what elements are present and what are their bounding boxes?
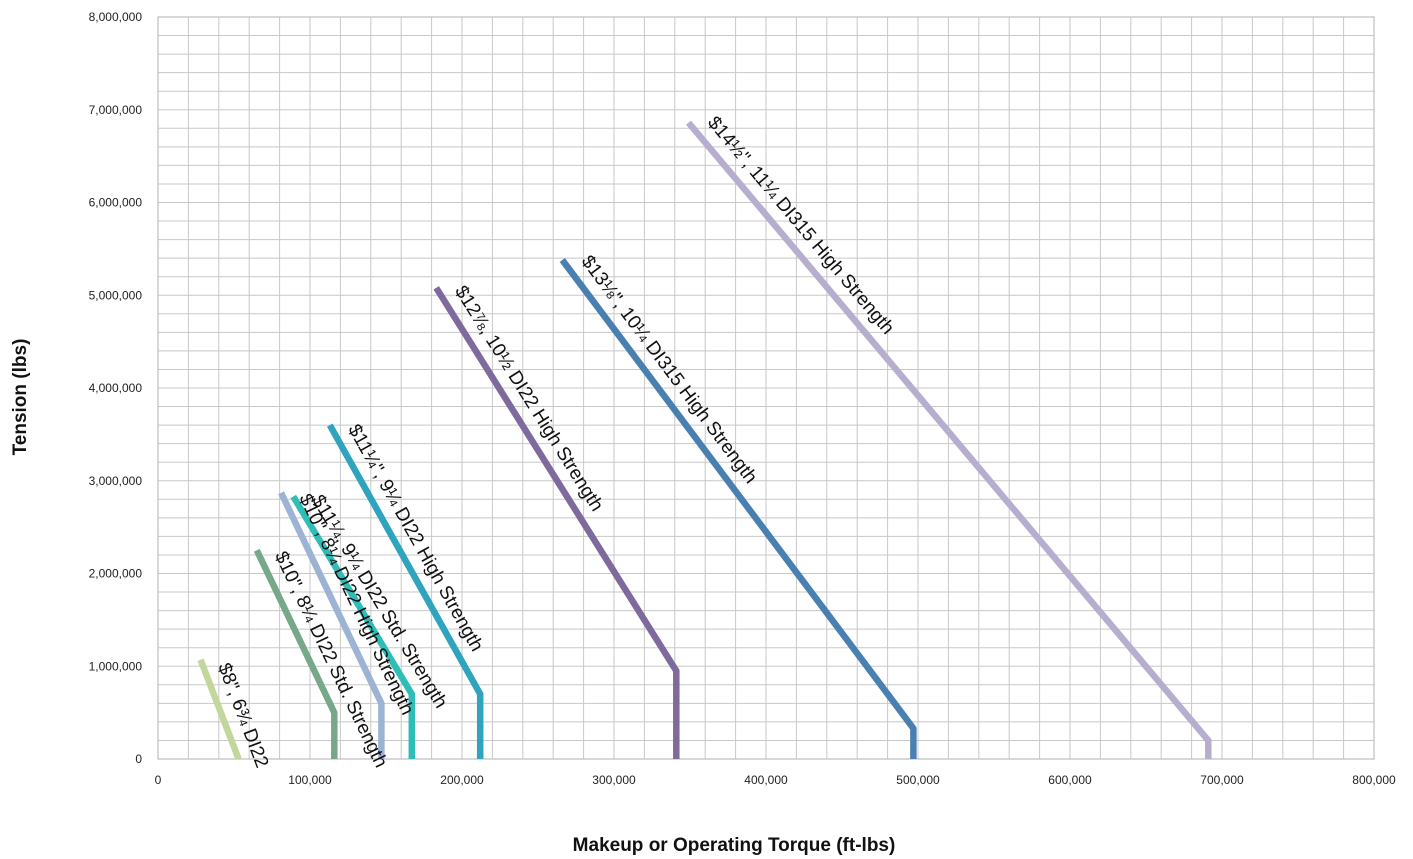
y-axis-title: Tension (lbs) [10,339,31,456]
series-line [686,120,1212,759]
y-tick-label: 4,000,000 [89,381,143,395]
series-line [290,494,416,759]
x-axis-title: Makeup or Operating Torque (ft-lbs) [573,835,896,856]
x-tick-label: 200,000 [440,773,484,787]
series-line [559,258,917,759]
y-tick-label: 8,000,000 [89,10,143,24]
x-tick-label: 0 [155,773,162,787]
series-line [253,548,338,759]
y-tick-label: 7,000,000 [89,103,143,117]
y-tick-label: 2,000,000 [89,567,143,581]
series-line [278,491,385,759]
x-tick-label: 400,000 [744,773,788,787]
y-tick-label: 3,000,000 [89,474,143,488]
x-tick-label: 600,000 [1048,773,1092,787]
x-axis-ticks: 0 100,000 200,000 300,000 400,000 500,000 600,… [155,773,1396,787]
grid [157,16,1375,760]
x-tick-label: 700,000 [1200,773,1244,787]
series-lines [197,120,1212,761]
series-line [433,286,680,759]
y-axis-ticks: 0 1,000,000 2,000,000 3,000,000 4,000,000 5,0… [89,10,143,766]
x-tick-label: 800,000 [1352,773,1396,787]
y-tick-label: 0 [135,752,142,766]
y-tick-label: 5,000,000 [89,288,143,302]
series-line [326,423,484,759]
x-tick-label: 500,000 [896,773,940,787]
x-tick-label: 100,000 [288,773,332,787]
y-tick-label: 1,000,000 [89,659,143,673]
series-line [197,658,242,761]
x-tick-label: 300,000 [592,773,636,787]
y-tick-label: 6,000,000 [89,196,143,210]
plot-border [157,16,1375,760]
